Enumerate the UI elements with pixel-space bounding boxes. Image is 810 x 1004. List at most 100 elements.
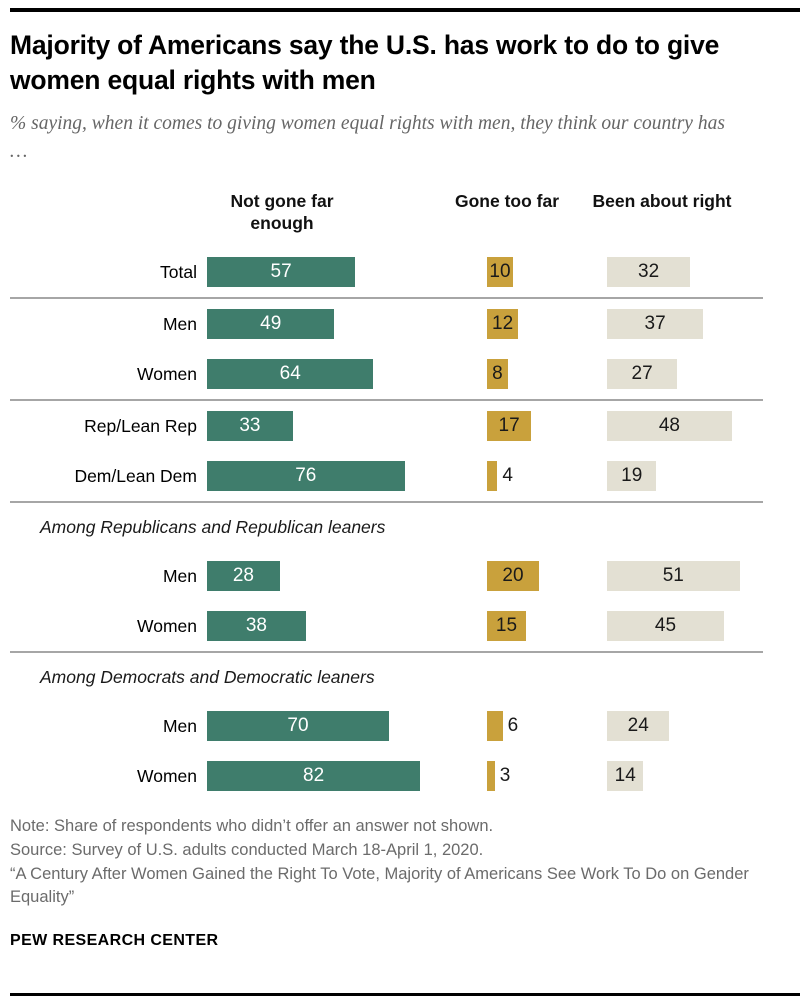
bottom-rule — [10, 993, 800, 996]
separator-line — [10, 399, 763, 402]
separator-line — [10, 297, 763, 300]
bar-value: 82 — [303, 765, 325, 787]
bar-segment — [487, 711, 503, 742]
bar-cell: 19 — [607, 461, 800, 492]
bar-segment: 57 — [207, 257, 356, 288]
bar-value: 19 — [621, 465, 643, 487]
bar-value: 45 — [654, 615, 677, 637]
bar-value: 15 — [495, 615, 518, 637]
bar-value: 20 — [502, 565, 524, 587]
bar-value: 37 — [644, 313, 666, 335]
chart-notes: Note: Share of respondents who didn’t of… — [10, 815, 780, 909]
brand-footer: PEW RESEARCH CENTER — [10, 931, 219, 949]
bar-segment: 76 — [207, 461, 405, 492]
row-label: Women — [137, 765, 197, 786]
bar-cell: 33 — [207, 411, 487, 442]
bar-segment: 64 — [207, 359, 374, 390]
bar-segment: 24 — [607, 711, 670, 742]
chart-row: Dem/Lean Dem 76 4 19 — [10, 451, 800, 501]
bar-cell: 37 — [607, 309, 800, 340]
bar-segment: 17 — [487, 411, 532, 442]
column-header-gone-too-far: Gone too far — [454, 191, 560, 212]
bar-cell: 20 — [487, 561, 607, 592]
bar-value: 57 — [270, 261, 292, 283]
bar-segment: 51 — [607, 561, 740, 592]
row-label: Women — [137, 615, 197, 636]
bar-value: 64 — [279, 363, 301, 385]
bar-cell: 27 — [607, 359, 800, 390]
bar-value: 32 — [638, 261, 660, 283]
bar-cell: 15 — [487, 611, 607, 642]
bar-segment: 33 — [207, 411, 293, 442]
bar-cell: 8 — [487, 359, 607, 390]
bar-segment: 38 — [207, 611, 306, 642]
bar-cell: 6 — [487, 711, 607, 742]
bar-cell: 28 — [207, 561, 487, 592]
bar-cell: 3 — [487, 761, 607, 792]
bar-segment: 27 — [607, 359, 678, 390]
bar-value: 8 — [492, 363, 503, 385]
bar-cell: 49 — [207, 309, 487, 340]
bar-segment: 37 — [607, 309, 704, 340]
row-label: Men — [162, 313, 197, 334]
bar-value: 6 — [507, 715, 519, 737]
bar-segment — [487, 461, 498, 492]
row-label: Dem/Lean Dem — [74, 465, 197, 486]
bar-value: 49 — [260, 313, 282, 335]
bar-value: 48 — [658, 415, 680, 437]
bar-cell: 38 — [207, 611, 487, 642]
top-rule — [10, 8, 800, 12]
bar-cell: 82 — [207, 761, 487, 792]
chart-row: Men 49 12 37 — [10, 299, 800, 349]
chart-row: Total 57 10 32 — [10, 247, 800, 297]
column-header-been-about-right: Been about right — [592, 191, 732, 212]
bar-value: 27 — [631, 363, 653, 385]
bar-value: 70 — [287, 715, 309, 737]
source-line: Source: Survey of U.S. adults conducted … — [10, 840, 484, 859]
bar-cell: 48 — [607, 411, 800, 442]
bar-segment: 8 — [487, 359, 508, 390]
row-label: Total — [160, 261, 197, 282]
bar-cell: 51 — [607, 561, 800, 592]
bar-cell: 17 — [487, 411, 607, 442]
chart-row: Women 82 3 14 — [10, 751, 800, 801]
bar-value: 38 — [245, 615, 267, 637]
bar-cell: 14 — [607, 761, 800, 792]
bar-value: 33 — [239, 415, 261, 437]
chart-row: Men 70 6 24 — [10, 701, 800, 751]
chart-row: Rep/Lean Rep 33 17 48 — [10, 401, 800, 451]
separator-line — [10, 651, 763, 654]
row-label: Rep/Lean Rep — [84, 415, 197, 436]
chart-row: Women 64 8 27 — [10, 349, 800, 399]
bar-cell: 4 — [487, 461, 607, 492]
section-header: Among Republicans and Republican leaners — [40, 516, 386, 537]
bar-value: 24 — [627, 715, 649, 737]
bar-segment: 70 — [207, 711, 389, 742]
bar-cell: 12 — [487, 309, 607, 340]
bar-segment: 19 — [607, 461, 657, 492]
bar-segment: 15 — [487, 611, 526, 642]
column-headers: Not gone far enough Gone too far Been ab… — [10, 189, 800, 247]
bar-cell: 45 — [607, 611, 800, 642]
bar-segment: 20 — [487, 561, 539, 592]
page-title: Majority of Americans say the U.S. has w… — [10, 30, 720, 95]
bar-segment: 12 — [487, 309, 519, 340]
section-header: Among Democrats and Democratic leaners — [40, 666, 375, 687]
row-label: Men — [162, 565, 197, 586]
bar-cell: 76 — [207, 461, 487, 492]
bar-value: 76 — [295, 465, 317, 487]
row-label: Women — [137, 363, 197, 384]
bar-value: 17 — [498, 415, 520, 437]
bar-value: 28 — [232, 565, 254, 587]
bar-value: 4 — [502, 465, 513, 487]
note-line: Note: Share of respondents who didn’t of… — [10, 817, 494, 836]
grouped-bar-chart: Not gone far enough Gone too far Been ab… — [10, 189, 800, 801]
bar-segment — [487, 761, 495, 792]
column-header-not-gone-far-enough: Not gone far enough — [230, 191, 334, 234]
bar-segment: 49 — [207, 309, 335, 340]
bar-segment: 45 — [607, 611, 724, 642]
bar-segment: 32 — [607, 257, 691, 288]
bar-value: 3 — [499, 765, 511, 787]
bar-segment: 82 — [207, 761, 421, 792]
